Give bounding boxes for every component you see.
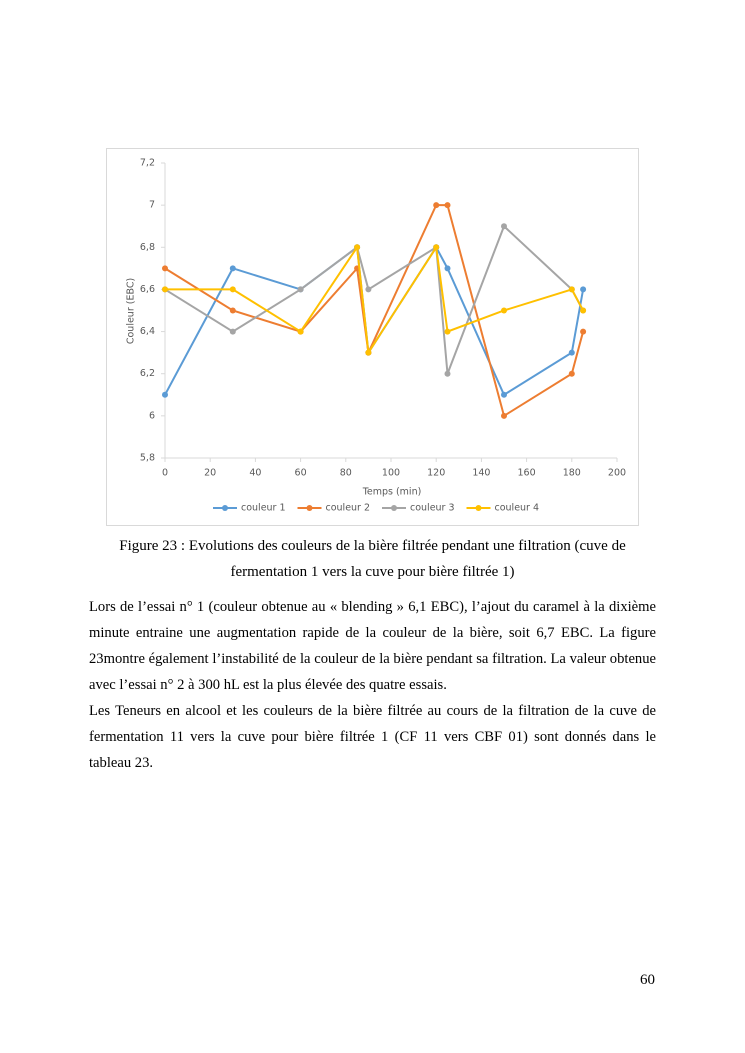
x-tick-label: 40 bbox=[249, 468, 261, 479]
figure-caption: Figure 23 : Evolutions des couleurs de l… bbox=[119, 538, 626, 580]
point bbox=[162, 286, 168, 293]
point bbox=[444, 328, 451, 335]
x-tick-label: 200 bbox=[608, 468, 626, 479]
point bbox=[229, 328, 236, 335]
series-line bbox=[164, 204, 585, 418]
x-axis-title: Temps (min) bbox=[362, 487, 422, 498]
y-tick-label: 6,6 bbox=[140, 284, 155, 295]
point bbox=[229, 307, 236, 314]
legend-marker bbox=[306, 505, 313, 511]
y-axis-title: Couleur (EBC) bbox=[126, 278, 137, 344]
point bbox=[354, 244, 361, 251]
series-line bbox=[165, 244, 584, 356]
point bbox=[162, 265, 168, 272]
x-tick-label: 60 bbox=[295, 468, 307, 479]
body-text: Lors de l’essai n° 1 (couleur obtenue au… bbox=[89, 594, 656, 776]
x-tick-label: 100 bbox=[382, 468, 400, 479]
y-tick-label: 5,8 bbox=[140, 453, 155, 464]
x-tick-label: 20 bbox=[204, 468, 216, 479]
point bbox=[433, 244, 440, 251]
point bbox=[433, 202, 440, 209]
x-tick-label: 160 bbox=[518, 468, 536, 479]
paragraph: Lors de l’essai n° 1 (couleur obtenue au… bbox=[89, 599, 656, 693]
y-tick-label: 6,2 bbox=[140, 368, 155, 379]
x-tick-label: 120 bbox=[427, 468, 445, 479]
point bbox=[444, 370, 451, 377]
legend-marker bbox=[391, 505, 397, 511]
legend-label: couleur 2 bbox=[326, 503, 371, 514]
series-line bbox=[164, 245, 585, 397]
point bbox=[297, 328, 304, 335]
point bbox=[568, 349, 575, 356]
x-tick-label: 80 bbox=[340, 468, 352, 479]
legend-marker bbox=[475, 505, 482, 511]
point bbox=[365, 286, 372, 293]
point bbox=[501, 307, 507, 314]
y-tick-label: 6,4 bbox=[140, 326, 155, 337]
point bbox=[568, 286, 575, 293]
point bbox=[501, 223, 507, 230]
x-tick-label: 140 bbox=[472, 468, 490, 479]
point bbox=[568, 370, 575, 377]
point bbox=[444, 265, 451, 272]
y-tick-label: 7 bbox=[149, 200, 155, 211]
legend-label: couleur 4 bbox=[495, 503, 540, 514]
paragraph: Les Teneurs en alcool et les couleurs de… bbox=[89, 703, 656, 771]
y-tick-label: 6,8 bbox=[140, 242, 155, 253]
x-tick-label: 180 bbox=[563, 468, 581, 479]
series-line bbox=[164, 224, 584, 375]
y-tick-label: 6 bbox=[149, 410, 155, 421]
x-tick-label: 0 bbox=[162, 468, 168, 479]
point bbox=[580, 286, 587, 293]
chart: Temps (min) Couleur (EBC) 5,8 6 6,2 6,4 6,6 6… bbox=[106, 148, 639, 526]
point bbox=[444, 202, 451, 209]
legend-label: couleur 3 bbox=[410, 503, 455, 514]
y-tick-label: 7,2 bbox=[140, 158, 155, 169]
point bbox=[229, 265, 236, 272]
point bbox=[365, 349, 372, 356]
point bbox=[162, 391, 168, 398]
legend-label: couleur 1 bbox=[241, 503, 286, 514]
point bbox=[580, 307, 587, 314]
page-number: 60 bbox=[640, 972, 655, 988]
point bbox=[501, 391, 507, 398]
point bbox=[501, 412, 507, 419]
point bbox=[580, 328, 587, 335]
point bbox=[297, 286, 304, 293]
point bbox=[229, 286, 236, 293]
legend-marker bbox=[222, 505, 228, 511]
